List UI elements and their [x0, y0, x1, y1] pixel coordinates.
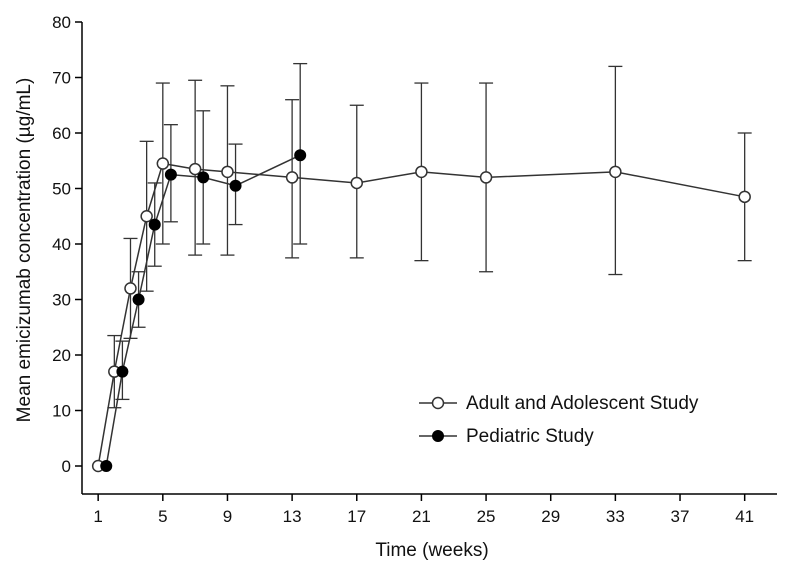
legend-marker-pediatric — [432, 430, 444, 442]
y-tick-label: 50 — [52, 180, 71, 199]
x-tick-label: 37 — [671, 507, 690, 526]
x-axis-title: Time (weeks) — [375, 540, 488, 561]
data-point — [294, 149, 307, 162]
data-point — [100, 460, 113, 472]
y-tick-label: 40 — [52, 235, 71, 254]
data-point — [164, 168, 177, 181]
data-point — [132, 293, 145, 306]
x-tick-label: 13 — [283, 507, 302, 526]
x-tick-label: 41 — [735, 507, 754, 526]
plot-area — [91, 62, 752, 473]
data-point — [116, 365, 129, 378]
data-point — [197, 171, 210, 184]
data-point — [124, 282, 137, 295]
data-point — [609, 165, 622, 179]
data-point — [188, 162, 202, 176]
x-tick-label: 17 — [347, 507, 366, 526]
x-tick-label: 1 — [93, 507, 102, 526]
x-tick-label: 33 — [606, 507, 625, 526]
x-tick-label: 25 — [477, 507, 496, 526]
data-point — [285, 171, 299, 184]
y-tick-label: 30 — [52, 291, 71, 310]
series-pediatric — [100, 62, 308, 472]
y-axis-title: Mean emicizumab concentration (µg/mL) — [14, 78, 35, 423]
x-tick-label: 9 — [223, 507, 232, 526]
x-tick-label: 5 — [158, 507, 167, 526]
data-point — [221, 165, 234, 179]
x-tick-label: 21 — [412, 507, 431, 526]
y-tick-label: 0 — [62, 457, 71, 476]
legend-label-pediatric: Pediatric Study — [466, 426, 594, 447]
series-adult — [91, 65, 752, 473]
data-point — [415, 165, 428, 179]
x-axis: 1 5 9 13 17 21 25 29 33 37 41 — [82, 493, 777, 526]
legend: Adult and Adolescent Study Pediatric Stu… — [419, 393, 699, 447]
data-point — [350, 176, 364, 190]
data-point — [738, 190, 751, 204]
data-point — [156, 157, 170, 170]
x-tick-label: 29 — [541, 507, 560, 526]
y-tick-label: 70 — [52, 69, 71, 88]
data-point — [479, 171, 493, 184]
data-point — [140, 210, 153, 223]
y-axis: 0 10 20 30 40 50 60 70 80 — [52, 13, 83, 494]
y-tick-label: 80 — [52, 13, 71, 32]
y-tick-label: 10 — [52, 402, 71, 421]
y-tick-label: 20 — [52, 346, 71, 365]
legend-label-adult: Adult and Adolescent Study — [466, 393, 699, 414]
y-tick-label: 60 — [52, 124, 71, 143]
data-point — [148, 218, 161, 231]
legend-marker-adult — [431, 396, 445, 410]
data-point — [229, 179, 242, 192]
